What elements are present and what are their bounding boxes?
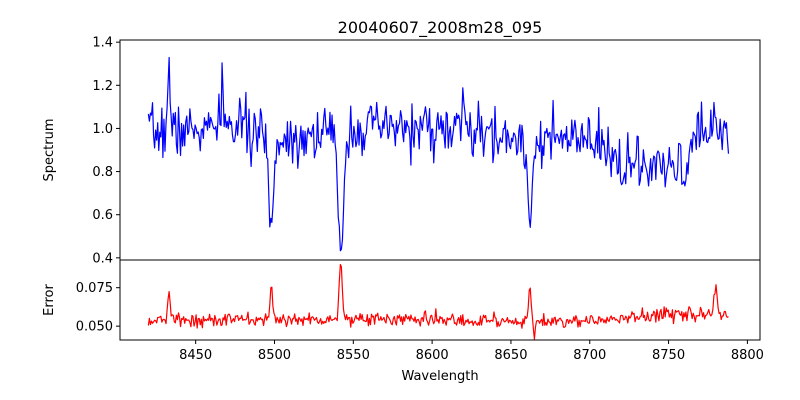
error-y-axis-label: Error [42, 284, 57, 316]
x-tick-label: 8800 [731, 348, 764, 363]
y-tick-label: 1.0 [92, 122, 113, 137]
y-tick-label: 0.4 [92, 251, 113, 266]
y-tick-label: 0.8 [92, 165, 113, 180]
y-tick-label: 0.075 [76, 281, 113, 296]
x-tick-label: 8650 [494, 348, 527, 363]
wavelength-x-ticks: 8450 8500 8550 8600 8650 8700 8750 8800 [179, 340, 764, 363]
x-tick-label: 8500 [258, 348, 291, 363]
y-tick-label: 0.050 [76, 320, 113, 335]
y-tick-label: 1.2 [92, 79, 113, 94]
y-tick-label: 0.6 [92, 208, 113, 223]
x-tick-label: 8750 [652, 348, 685, 363]
spectrum-series-line [147, 56, 730, 252]
y-tick-label: 1.4 [92, 36, 113, 51]
spectrum-y-axis-label: Spectrum [42, 119, 57, 182]
x-axis-label: Wavelength [401, 369, 478, 384]
x-tick-label: 8450 [179, 348, 212, 363]
x-tick-label: 8700 [573, 348, 606, 363]
error-y-ticks: 0.050 0.075 [76, 281, 120, 335]
spectrum-panel: 0.4 0.6 0.8 1.0 1.2 1.4 Spectrum [42, 36, 761, 266]
error-plot-frame [119, 259, 761, 341]
error-series-line [147, 263, 729, 340]
x-tick-label: 8600 [416, 348, 449, 363]
x-tick-label: 8550 [337, 348, 370, 363]
spectrum-y-ticks: 0.4 0.6 0.8 1.0 1.2 1.4 [92, 36, 120, 266]
chart-title: 20040607_2008m28_095 [338, 18, 543, 38]
